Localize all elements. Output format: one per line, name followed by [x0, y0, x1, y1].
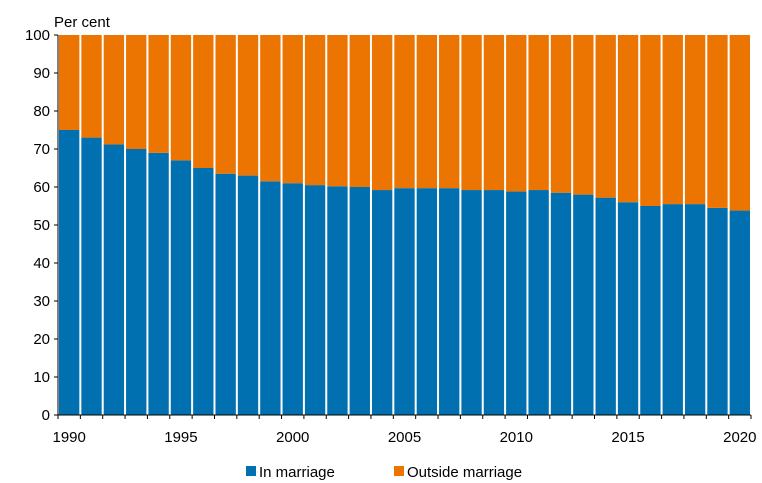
legend: In marriage Outside marriage: [246, 464, 522, 481]
bar-in-marriage-1998: [237, 175, 259, 415]
bar-in-marriage-2002: [327, 186, 348, 415]
bar-outside-marriage-2001: [304, 35, 326, 186]
x-tick-label-2020: 2020: [723, 429, 756, 446]
bar-in-marriage-1996: [193, 168, 214, 415]
y-axis: 0 10 20 30 40 50 60 70 80 90 100: [25, 27, 59, 424]
bar-outside-marriage-2000: [282, 35, 303, 184]
bar-in-marriage-1991: [81, 137, 102, 415]
bar-outside-marriage-1992: [103, 35, 125, 145]
bar-outside-marriage-2003: [349, 35, 370, 187]
bar-in-marriage-1999: [260, 181, 281, 415]
bar-in-marriage-2008: [461, 190, 482, 415]
bar-in-marriage-2005: [394, 188, 415, 415]
bar-in-marriage-2006: [416, 188, 438, 415]
legend-label-outside-marriage: Outside marriage: [407, 464, 522, 481]
bar-outside-marriage-1994: [148, 35, 169, 153]
bar-in-marriage-2009: [483, 190, 505, 415]
y-tick-label-40: 40: [33, 255, 50, 272]
y-tick-label-90: 90: [33, 65, 50, 82]
y-tick-label-80: 80: [33, 103, 50, 120]
bar-in-marriage-2014: [595, 197, 616, 415]
bar-in-marriage-2004: [371, 190, 393, 415]
bar-outside-marriage-2012: [550, 35, 572, 193]
bar-outside-marriage-2005: [394, 35, 415, 189]
x-tick-label-2000: 2000: [276, 429, 309, 446]
bar-in-marriage-2015: [617, 202, 639, 415]
bar-outside-marriage-1998: [237, 35, 259, 176]
x-tick-label-2015: 2015: [611, 429, 644, 446]
bar-in-marriage-1992: [103, 144, 125, 415]
bar-outside-marriage-2004: [371, 35, 393, 191]
bar-in-marriage-2011: [528, 190, 549, 415]
bar-outside-marriage-2019: [707, 35, 728, 208]
bar-in-marriage-1997: [215, 173, 236, 415]
x-axis: 1990 1995 2000 2005 2010 2015 2020: [52, 414, 757, 446]
bar-outside-marriage-1999: [260, 35, 281, 182]
bar-outside-marriage-1993: [126, 35, 147, 149]
y-tick-label-20: 20: [33, 331, 50, 348]
x-tick-label-1995: 1995: [164, 429, 197, 446]
bar-in-marriage-2000: [282, 183, 303, 415]
bar-outside-marriage-2017: [662, 35, 683, 205]
bar-in-marriage-2017: [662, 204, 683, 415]
y-tick-label-100: 100: [25, 27, 50, 44]
bar-in-marriage-2013: [573, 194, 594, 415]
bar-in-marriage-1995: [170, 160, 192, 415]
bar-outside-marriage-1996: [193, 35, 214, 168]
bar-in-marriage-2018: [684, 204, 706, 415]
x-tick-label-2005: 2005: [388, 429, 421, 446]
bar-outside-marriage-2018: [684, 35, 706, 205]
y-tick-label-70: 70: [33, 141, 50, 158]
bar-outside-marriage-2010: [506, 35, 527, 192]
bar-outside-marriage-1991: [81, 35, 102, 138]
bars-group: [59, 35, 750, 416]
bar-outside-marriage-1995: [170, 35, 192, 161]
bar-in-marriage-2001: [304, 185, 326, 415]
bar-outside-marriage-2009: [483, 35, 505, 191]
bar-outside-marriage-2016: [640, 35, 661, 206]
bar-outside-marriage-1997: [215, 35, 236, 174]
x-tick-label-1990: 1990: [52, 429, 85, 446]
bar-outside-marriage-2011: [528, 35, 549, 191]
y-axis-label: Per cent: [54, 14, 111, 31]
y-tick-label-50: 50: [33, 217, 50, 234]
bar-in-marriage-2020: [729, 210, 750, 415]
bar-outside-marriage-2006: [416, 35, 438, 189]
bar-outside-marriage-1990: [59, 35, 80, 130]
legend-swatch-outside-marriage: [394, 466, 404, 476]
legend-label-in-marriage: In marriage: [259, 464, 335, 481]
legend-swatch-in-marriage: [246, 466, 256, 476]
bar-in-marriage-2019: [707, 207, 728, 415]
bar-in-marriage-2003: [349, 187, 370, 415]
y-tick-label-10: 10: [33, 369, 50, 386]
bar-in-marriage-2007: [439, 188, 460, 415]
bar-in-marriage-1990: [59, 130, 80, 415]
bar-outside-marriage-2020: [729, 35, 750, 211]
y-tick-label-60: 60: [33, 179, 50, 196]
x-tick-label-2010: 2010: [500, 429, 533, 446]
bar-in-marriage-2010: [506, 191, 527, 415]
bar-in-marriage-2016: [640, 206, 661, 415]
bar-in-marriage-1993: [126, 149, 147, 415]
bar-outside-marriage-2007: [439, 35, 460, 189]
y-tick-label-0: 0: [42, 407, 50, 424]
bar-in-marriage-2012: [550, 192, 572, 415]
bar-outside-marriage-2015: [617, 35, 639, 203]
bar-outside-marriage-2002: [327, 35, 348, 187]
bar-outside-marriage-2008: [461, 35, 482, 191]
bar-in-marriage-1994: [148, 152, 169, 416]
bar-outside-marriage-2014: [595, 35, 616, 198]
y-tick-label-30: 30: [33, 293, 50, 310]
bar-outside-marriage-2013: [573, 35, 594, 195]
